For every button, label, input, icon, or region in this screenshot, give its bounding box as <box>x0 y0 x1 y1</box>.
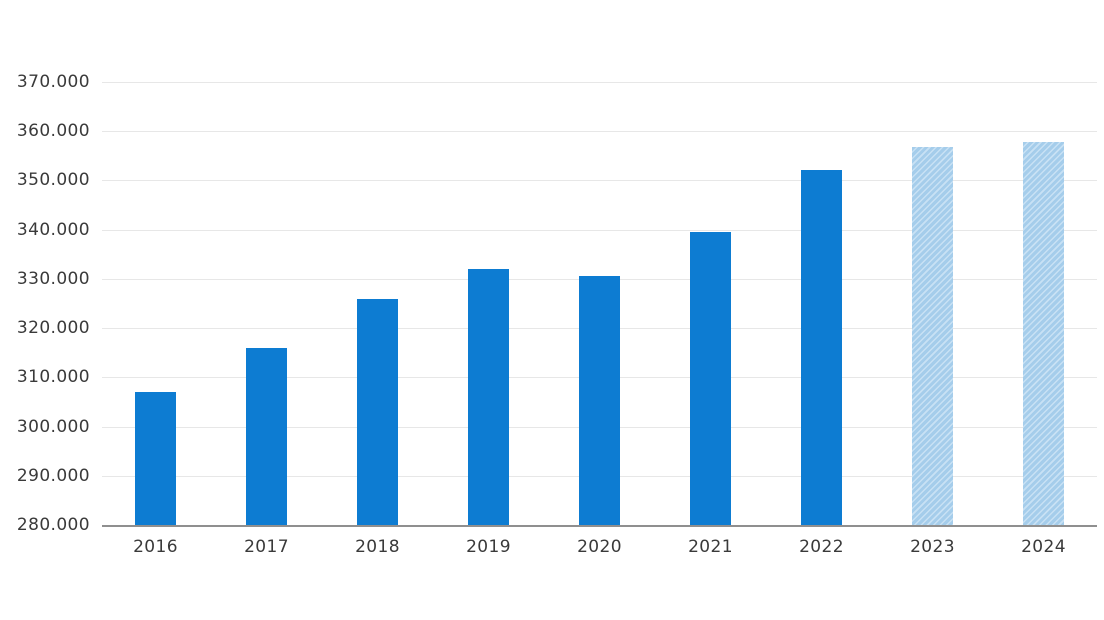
x-tick-label-2019: 2019 <box>466 537 511 557</box>
bar-2020 <box>579 275 620 525</box>
gridline <box>102 230 1097 231</box>
x-tick-label-2017: 2017 <box>244 537 289 557</box>
y-tick-label: 330.000 <box>16 268 90 289</box>
bar-2016 <box>135 392 176 525</box>
bar-2023-forecast <box>912 147 953 525</box>
x-tick-label-2021: 2021 <box>688 537 733 557</box>
x-tick-label-2023: 2023 <box>910 537 955 557</box>
bar-2019 <box>468 269 509 525</box>
y-tick-label: 280.000 <box>16 515 90 535</box>
x-tick-label-2016: 2016 <box>133 537 178 557</box>
x-tick-label-2020: 2020 <box>577 537 622 557</box>
y-tick-label: 300.000 <box>16 416 90 437</box>
y-tick-label: 370.000 <box>16 72 90 92</box>
bar-2018 <box>357 298 398 525</box>
y-tick-label: 340.000 <box>16 219 90 240</box>
y-tick-label: 360.000 <box>16 121 90 142</box>
x-axis-line <box>102 525 1097 527</box>
gridline <box>102 82 1097 83</box>
y-tick-label: 320.000 <box>16 318 90 339</box>
y-tick-label: 350.000 <box>16 170 90 191</box>
y-tick-label: 290.000 <box>16 465 90 486</box>
bar-2017 <box>246 347 287 525</box>
bar-2022 <box>801 169 842 525</box>
x-tick-label-2018: 2018 <box>355 537 400 557</box>
bar-2021 <box>690 232 731 525</box>
gridline <box>102 180 1097 181</box>
bar-2024-forecast <box>1023 142 1064 525</box>
y-tick-label: 310.000 <box>16 367 90 388</box>
gridline <box>102 131 1097 132</box>
x-tick-label-2024: 2024 <box>1021 537 1066 557</box>
x-tick-label-2022: 2022 <box>799 537 844 557</box>
